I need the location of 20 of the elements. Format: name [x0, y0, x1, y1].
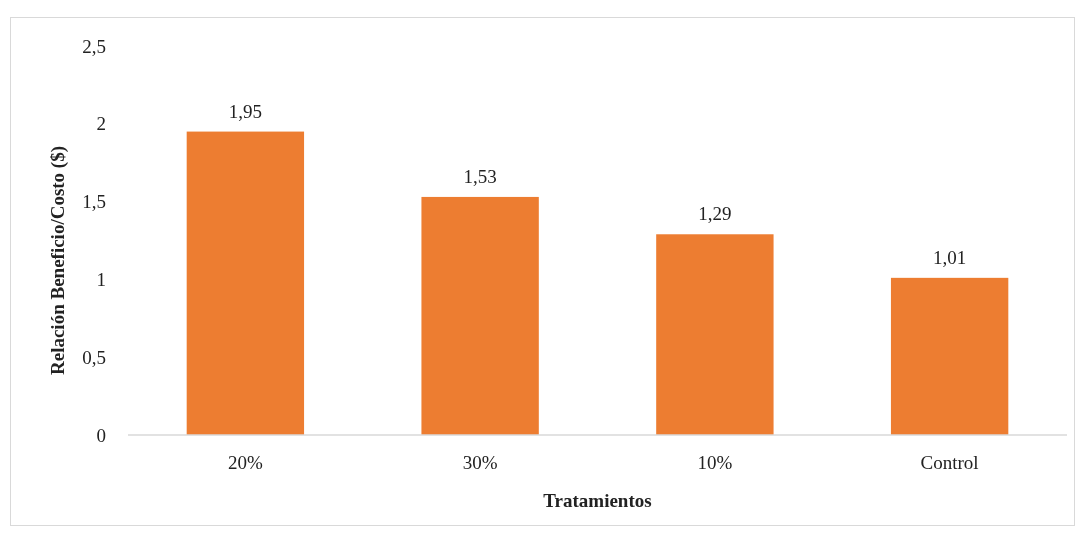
data-label: 1,01	[933, 246, 967, 268]
data-label: 1,29	[698, 203, 732, 225]
bar	[186, 131, 305, 435]
data-label: 1,95	[228, 100, 262, 122]
y-tick-label: 0	[96, 424, 106, 446]
y-tick-label: 1,5	[82, 191, 106, 213]
bar	[656, 234, 774, 435]
x-tick-label: 30%	[462, 452, 498, 473]
x-tick-label: 20%	[227, 452, 263, 473]
y-tick-label: 0,5	[82, 346, 106, 368]
y-tick-label: 2,5	[82, 35, 106, 57]
y-tick-label: 2	[96, 113, 106, 135]
data-label: 1,53	[463, 165, 497, 187]
bar	[890, 277, 1009, 435]
y-axis-title: Relación Beneficio/Costo ($)	[47, 145, 69, 376]
y-tick-label: 1	[96, 269, 106, 291]
x-axis-title: Tratamientos	[543, 490, 652, 511]
bar	[421, 196, 539, 435]
x-tick-label: 10%	[697, 452, 733, 473]
x-tick-label: Control	[920, 452, 979, 473]
